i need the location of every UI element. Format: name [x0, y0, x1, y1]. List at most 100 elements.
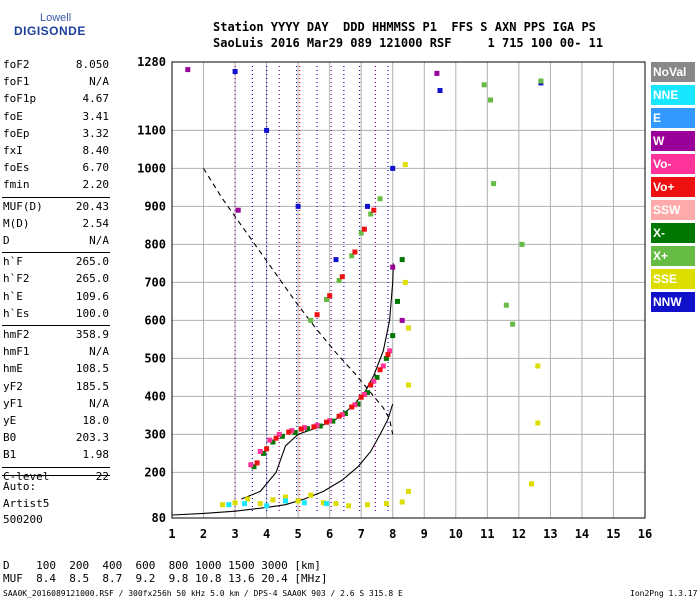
data-point	[220, 502, 225, 508]
logo-lowell: Lowell	[40, 12, 72, 24]
y-tick-label: 600	[144, 313, 166, 327]
plot-frame	[171, 61, 646, 519]
data-point	[283, 494, 288, 500]
param-name: h`E	[3, 289, 23, 303]
param-name: M(D)	[3, 216, 30, 230]
data-point	[289, 428, 295, 434]
data-point	[349, 253, 355, 259]
data-point	[352, 249, 358, 255]
param-name: hmE	[3, 362, 23, 376]
param-value: 100.0	[75, 306, 109, 320]
x-tick-label: 2	[200, 527, 207, 541]
data-point	[257, 501, 263, 507]
data-point	[346, 503, 352, 509]
param-separator	[2, 196, 110, 198]
data-point	[339, 274, 345, 280]
param-value: 4.67	[82, 92, 110, 106]
param-name: hmF1	[3, 345, 30, 359]
data-point	[402, 162, 408, 168]
legend-item-nne: NNE	[651, 85, 695, 105]
data-point	[390, 333, 396, 339]
data-point	[185, 67, 191, 73]
param-value: 18.0	[82, 414, 110, 427]
y-tick-label: 300	[144, 427, 166, 441]
data-point	[235, 207, 241, 213]
data-point	[538, 78, 544, 84]
x-tick-label: 10	[449, 527, 463, 541]
data-point	[365, 390, 370, 396]
param-row: hmE 108.5	[3, 361, 109, 376]
x-tick-label: 13	[543, 527, 557, 541]
data-point	[395, 298, 400, 304]
data-point	[371, 378, 377, 384]
data-point	[365, 203, 370, 209]
data-point	[267, 437, 273, 443]
data-point	[286, 429, 292, 435]
data-point	[324, 501, 329, 507]
param-row: foF1p 4.67	[3, 91, 109, 106]
data-point	[385, 352, 391, 358]
x-tick-label: 7	[358, 527, 365, 541]
data-point	[503, 302, 509, 308]
data-point	[349, 404, 355, 410]
data-point	[336, 413, 342, 419]
data-point	[242, 501, 247, 507]
param-separator	[2, 252, 110, 254]
x-tick-label: 8	[389, 527, 396, 541]
data-point	[283, 498, 288, 504]
param-name: foF2	[3, 58, 30, 71]
data-point	[437, 88, 443, 93]
y-tick-label: 80	[152, 511, 166, 525]
param-row: foF1 N/A	[3, 74, 109, 89]
param-name: MUF(D)	[3, 199, 43, 213]
x-tick-label: 5	[295, 527, 302, 541]
param-row: yF2 185.5	[3, 379, 109, 394]
legend-item-sse: SSE	[651, 269, 695, 289]
data-point	[355, 401, 361, 407]
param-row: fxI 8.40	[3, 143, 109, 158]
data-point	[342, 411, 348, 416]
data-point	[361, 226, 367, 232]
param-name: D	[3, 234, 10, 247]
data-point	[339, 412, 345, 418]
data-point	[399, 257, 405, 263]
param-name: yE	[3, 414, 17, 427]
muf-distance-row: D 100 200 400 600 800 1000 1500 3000 [km…	[3, 559, 321, 572]
header-row1: Station YYYY DAY DDD HHMMSS P1 FFS S AXN…	[213, 20, 596, 34]
x-tick-label: 16	[638, 527, 652, 541]
data-point	[358, 394, 364, 400]
data-point	[314, 312, 320, 318]
param-name: foEs	[3, 161, 30, 175]
data-point	[535, 363, 541, 369]
param-name: fmin	[3, 178, 30, 192]
data-point	[320, 500, 326, 506]
data-point	[377, 367, 383, 373]
param-name: B1	[3, 448, 17, 462]
data-point	[273, 435, 279, 441]
data-point	[308, 492, 314, 498]
data-point	[327, 293, 333, 299]
legend-item-nnw: NNW	[651, 292, 695, 312]
param-name: yF1	[3, 396, 23, 410]
y-tick-label: 500	[144, 351, 166, 365]
x-tick-label: 9	[421, 527, 428, 541]
x-tick-label: 6	[326, 527, 333, 541]
param-value: 8.40	[82, 144, 110, 157]
logo-digisonde: DIGISONDE	[14, 24, 86, 38]
param-row: fmin 2.20	[3, 177, 109, 192]
param-name: h`F	[3, 255, 23, 269]
legend-item-ssw: SSW	[651, 200, 695, 220]
data-point	[358, 230, 364, 236]
param-value: 2.20	[82, 178, 110, 192]
data-point	[298, 426, 304, 432]
param-row: yF1 N/A	[3, 396, 109, 411]
param-row: M(D) 2.54	[3, 216, 109, 231]
data-point	[295, 498, 301, 504]
param-value: 1.98	[82, 448, 110, 462]
data-point	[481, 82, 487, 88]
param-name: foE	[3, 109, 23, 123]
param-value: N/A	[89, 75, 109, 89]
data-point	[251, 464, 257, 470]
data-point	[324, 297, 329, 302]
data-point	[270, 439, 276, 445]
